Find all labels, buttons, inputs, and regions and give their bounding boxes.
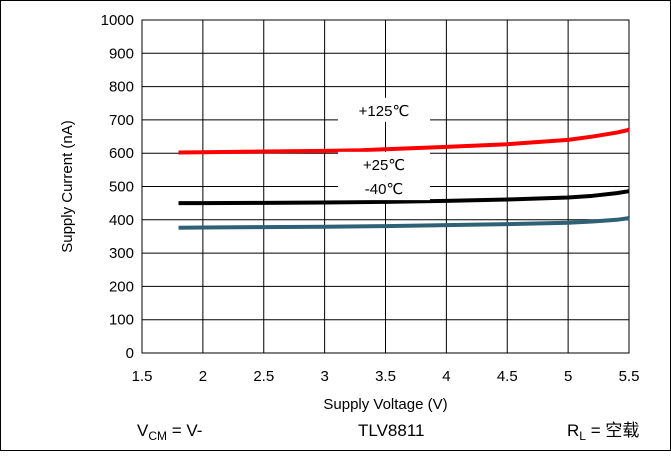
x-tick-label: 4.5 [497,368,518,385]
y-tick-labels: 0 100 200 300 400 500 600 700 800 900 1000 [101,12,134,362]
y-tick-label: 800 [109,79,134,96]
y-tick-label: 600 [109,145,134,162]
series-label-bg [338,97,430,122]
x-axis-label: Supply Voltage (V) [323,396,447,413]
x-tick-label: 5.5 [619,368,640,385]
x-tick-label: 3.5 [375,368,396,385]
y-axis-label: Supply Current (nA) [59,120,76,253]
y-tick-label: 700 [109,112,134,129]
series-label-bg [338,176,430,201]
series-label: +125℃ [359,103,410,120]
x-tick-label: 4 [442,368,450,385]
y-tick-label: 500 [109,179,134,196]
y-tick-label: 400 [109,212,134,229]
load-condition: RL = 空载 [567,421,640,443]
device-name: TLV8811 [358,421,425,440]
plot-area [141,19,630,354]
y-tick-label: 200 [109,278,134,295]
vcm-condition: VCM = V- [137,421,203,443]
y-tick-label: 900 [109,45,134,62]
x-tick-label: 3 [320,368,328,385]
series-line-1 [178,127,630,155]
x-tick-label: 2 [199,368,207,385]
series-line-3 [178,216,630,230]
series-line-2 [178,189,630,206]
y-tick-label: 0 [126,345,134,362]
series-label: -40℃ [365,181,404,198]
x-tick-label: 5 [564,368,572,385]
y-tick-label: 300 [109,245,134,262]
x-tick-label: 2.5 [253,368,274,385]
series-lines [178,127,630,230]
y-tick-label: 1000 [101,12,134,29]
x-tick-labels: 1.5 2 2.5 3 3.5 4 4.5 5 5.5 [132,368,640,385]
series-labels: +125℃ +25℃ -40℃ [338,97,430,201]
x-tick-label: 1.5 [132,368,153,385]
series-label-bg [338,151,430,176]
series-label: +25℃ [363,157,405,174]
y-tick-label: 100 [109,312,134,329]
